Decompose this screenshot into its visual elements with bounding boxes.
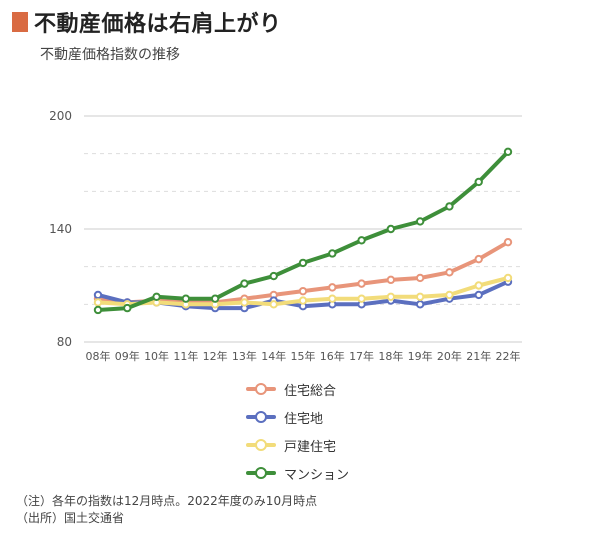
legend-swatch-dot xyxy=(255,383,267,395)
x-tick-label: 21年 xyxy=(466,349,491,363)
data-point xyxy=(269,300,278,309)
y-tick-label: 140 xyxy=(49,222,72,236)
data-point xyxy=(386,292,396,301)
legend-item: 戸建住宅 xyxy=(246,431,349,459)
legend-swatch-dot xyxy=(255,411,267,423)
x-tick-label: 18年 xyxy=(378,349,403,363)
legend-swatch-dot xyxy=(255,467,267,479)
data-point xyxy=(445,268,454,277)
x-tick-label: 12年 xyxy=(203,349,228,363)
data-point xyxy=(328,249,337,258)
data-point xyxy=(445,290,454,300)
data-point xyxy=(357,294,366,303)
data-point xyxy=(415,292,425,301)
data-point xyxy=(415,273,425,283)
legend-item: 住宅地 xyxy=(246,403,349,431)
legend-swatch xyxy=(246,382,276,396)
data-point xyxy=(386,224,396,234)
data-point xyxy=(152,292,161,301)
y-tick-label: 80 xyxy=(57,335,72,349)
chart-subtitle: 不動産価格指数の推移 xyxy=(40,47,180,63)
data-point xyxy=(415,300,425,309)
x-tick-label: 13年 xyxy=(232,349,257,363)
data-point xyxy=(298,258,308,268)
data-point xyxy=(93,305,103,315)
data-point xyxy=(357,279,366,288)
data-point xyxy=(298,296,308,305)
title-row: 不動産価格は右肩上がり xyxy=(12,6,282,38)
data-point xyxy=(240,279,249,288)
data-point xyxy=(415,217,425,226)
x-tick-label: 20年 xyxy=(437,349,462,363)
data-point xyxy=(93,298,103,307)
data-point xyxy=(386,275,396,285)
data-point xyxy=(474,281,483,290)
x-tick-label: 17年 xyxy=(349,349,374,363)
legend-swatch xyxy=(246,466,276,480)
legend-label: 住宅総合 xyxy=(284,383,337,399)
data-point xyxy=(474,254,483,264)
x-tick-label: 22年 xyxy=(496,349,521,363)
data-point xyxy=(474,177,483,187)
legend-label: マンション xyxy=(284,467,350,483)
data-point xyxy=(240,298,249,307)
x-tick-label: 14年 xyxy=(261,349,286,363)
data-point xyxy=(93,290,103,300)
legend-label: 住宅地 xyxy=(284,411,324,427)
data-point xyxy=(503,147,513,156)
page-title: 不動産価格は右肩上がり xyxy=(34,12,282,37)
data-point xyxy=(181,294,191,303)
data-point xyxy=(474,290,483,300)
line-chart: 80 140 200 08年 09年 10年 11年 12年 13年 14年 15年 16年 17年 18… xyxy=(49,109,522,363)
data-point xyxy=(328,283,337,292)
data-point xyxy=(269,271,278,281)
x-tick-label: 16年 xyxy=(320,349,345,363)
data-point xyxy=(445,202,454,211)
chart-legend: 住宅総合住宅地戸建住宅マンション xyxy=(246,375,349,487)
footnotes: （注）各年の指数は12月時点。2022年度のみ10月時点 （出所）国土交通省 xyxy=(16,493,317,527)
legend-item: マンション xyxy=(246,459,349,487)
legend-swatch xyxy=(246,410,276,424)
legend-label: 戸建住宅 xyxy=(284,439,337,455)
legend-swatch xyxy=(246,438,276,452)
data-point xyxy=(503,237,513,247)
data-point xyxy=(123,303,132,313)
x-tick-label: 10年 xyxy=(144,349,169,363)
data-point xyxy=(357,236,366,245)
title-marker xyxy=(12,12,28,32)
legend-swatch-dot xyxy=(255,439,267,451)
y-tick-label: 200 xyxy=(49,109,72,123)
legend-item: 住宅総合 xyxy=(246,375,349,403)
data-point xyxy=(328,294,337,303)
footnote-note: （注）各年の指数は12月時点。2022年度のみ10月時点 xyxy=(16,494,318,508)
x-tick-label: 08年 xyxy=(86,349,111,363)
footnote-source: （出所）国土交通省 xyxy=(16,511,125,525)
series-line-4 xyxy=(96,149,510,312)
x-tick-label: 11年 xyxy=(173,349,198,363)
data-point xyxy=(503,273,513,283)
data-point xyxy=(210,294,220,303)
x-tick-label: 09年 xyxy=(115,349,140,363)
data-point xyxy=(298,286,308,296)
x-tick-label: 19年 xyxy=(408,349,433,363)
x-tick-label: 15年 xyxy=(291,349,316,363)
